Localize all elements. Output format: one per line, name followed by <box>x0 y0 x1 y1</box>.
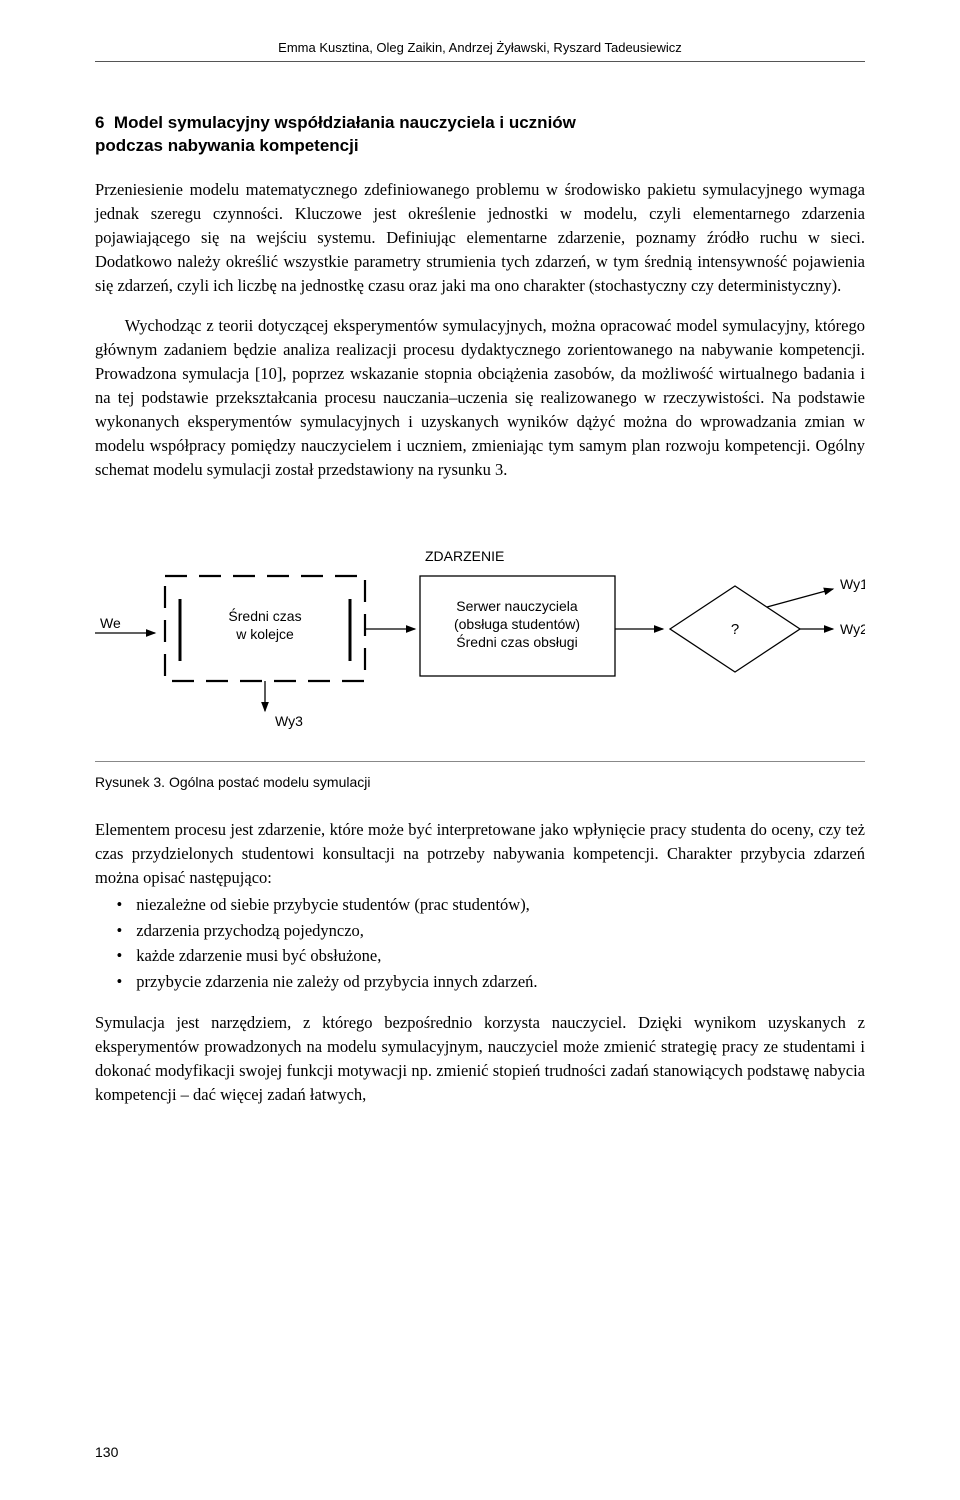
header-rule <box>95 61 865 62</box>
section-heading: 6 Model symulacyjny współdziałania naucz… <box>95 112 865 158</box>
figure-caption-prefix: Rysunek 3. <box>95 774 169 790</box>
figure-rule <box>95 761 865 762</box>
label-wy1: Wy1 <box>840 576 865 592</box>
section-title-line2: podczas nabywania kompetencji <box>95 136 359 155</box>
server-text2: (obsługa studentów) <box>454 616 580 632</box>
list-item: przybycie zdarzenia nie zależy od przyby… <box>136 969 865 995</box>
page-container: Emma Kusztina, Oleg Zaikin, Andrzej Żyła… <box>0 0 960 1500</box>
figure-caption: Rysunek 3. Ogólna postać modelu symulacj… <box>95 774 865 790</box>
label-zdarzenie: ZDARZENIE <box>425 548 504 564</box>
list-item: zdarzenia przychodzą pojedynczo, <box>136 918 865 944</box>
decision-text: ? <box>731 621 739 638</box>
running-header: Emma Kusztina, Oleg Zaikin, Andrzej Żyła… <box>95 40 865 55</box>
page-number: 130 <box>95 1444 118 1460</box>
list-item: każde zdarzenie musi być obsłużone, <box>136 943 865 969</box>
arrow-wy1 <box>767 589 833 607</box>
section-title-line1: Model symulacyjny współdziałania nauczyc… <box>114 113 576 132</box>
bullet-list: niezależne od siebie przybycie studentów… <box>95 892 865 994</box>
paragraph-2: Wychodząc z teorii dotyczącej eksperymen… <box>95 314 865 481</box>
label-wy2: Wy2 <box>840 621 865 637</box>
simulation-diagram-svg: We Średni czas w kolejce Wy3 ZDARZENIE S… <box>95 521 865 731</box>
figure-3: We Średni czas w kolejce Wy3 ZDARZENIE S… <box>95 521 865 736</box>
paragraph-1: Przeniesienie modelu matematycznego zdef… <box>95 178 865 298</box>
queue-text2: w kolejce <box>235 626 294 642</box>
label-we: We <box>100 615 121 631</box>
label-wy3: Wy3 <box>275 713 303 729</box>
section-number: 6 <box>95 113 104 132</box>
list-item: niezależne od siebie przybycie studentów… <box>136 892 865 918</box>
paragraph-3b: Symulacja jest narzędziem, z którego bez… <box>95 1011 865 1107</box>
queue-text1: Średni czas <box>228 607 301 624</box>
server-text1: Serwer nauczyciela <box>456 598 578 614</box>
figure-caption-text: Ogólna postać modelu symulacji <box>169 774 371 790</box>
server-text3: Średni czas obsługi <box>456 633 577 650</box>
paragraph-3a: Elementem procesu jest zdarzenie, które … <box>95 818 865 890</box>
